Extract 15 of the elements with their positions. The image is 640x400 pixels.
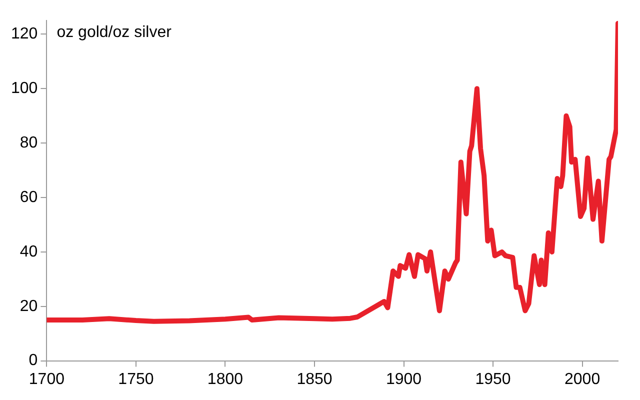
x-tick-label: 1950 — [475, 370, 511, 388]
x-tick-label: 1900 — [386, 370, 422, 388]
y-tick-label: 60 — [20, 188, 38, 206]
annotation: oz gold/oz silver — [56, 24, 172, 42]
y-tick-label: 120 — [10, 26, 38, 43]
y-tick-label: 40 — [20, 243, 38, 260]
x-tick-label: 1700 — [28, 370, 65, 388]
y-tick-label: 100 — [10, 80, 38, 98]
y-tick-label: 0 — [28, 352, 38, 370]
y-tick-label: 20 — [20, 298, 38, 315]
y-tick-label: 80 — [20, 134, 38, 152]
x-tick-label: 1850 — [296, 370, 332, 388]
x-tick-label: 1800 — [207, 370, 244, 388]
x-tick-label: 2000 — [564, 370, 600, 388]
x-tick-label: 1750 — [118, 370, 154, 388]
